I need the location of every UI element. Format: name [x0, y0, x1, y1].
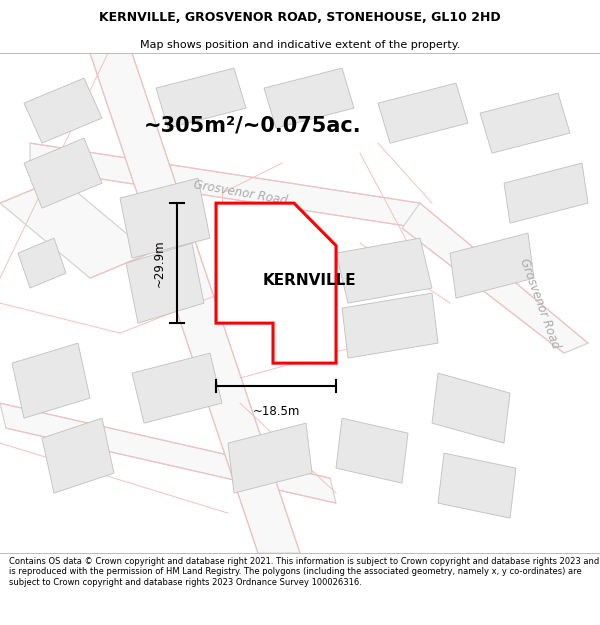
Polygon shape — [0, 403, 336, 503]
Polygon shape — [402, 203, 588, 353]
Polygon shape — [504, 163, 588, 223]
Polygon shape — [126, 243, 204, 323]
Polygon shape — [336, 238, 432, 303]
Polygon shape — [264, 68, 354, 128]
Polygon shape — [18, 238, 66, 288]
Polygon shape — [24, 138, 102, 208]
Polygon shape — [12, 343, 90, 418]
Polygon shape — [378, 83, 468, 143]
Polygon shape — [132, 353, 222, 423]
Text: Contains OS data © Crown copyright and database right 2021. This information is : Contains OS data © Crown copyright and d… — [9, 557, 599, 586]
Polygon shape — [0, 178, 150, 278]
Polygon shape — [228, 423, 312, 493]
Text: KERNVILLE: KERNVILLE — [262, 273, 356, 288]
Polygon shape — [432, 373, 510, 443]
Polygon shape — [24, 78, 102, 143]
Polygon shape — [120, 178, 210, 258]
Polygon shape — [336, 418, 408, 483]
Text: KERNVILLE, GROSVENOR ROAD, STONEHOUSE, GL10 2HD: KERNVILLE, GROSVENOR ROAD, STONEHOUSE, G… — [99, 11, 501, 24]
Polygon shape — [450, 233, 534, 298]
Polygon shape — [30, 143, 420, 228]
Polygon shape — [156, 68, 246, 128]
Text: Grosvenor Road: Grosvenor Road — [192, 179, 288, 208]
Polygon shape — [42, 418, 114, 493]
Text: ~305m²/~0.075ac.: ~305m²/~0.075ac. — [144, 116, 362, 136]
Polygon shape — [438, 453, 516, 518]
Polygon shape — [216, 203, 336, 363]
Polygon shape — [90, 53, 300, 553]
Polygon shape — [342, 293, 438, 358]
Polygon shape — [480, 93, 570, 153]
Text: ~29.9m: ~29.9m — [153, 239, 166, 287]
Text: Map shows position and indicative extent of the property.: Map shows position and indicative extent… — [140, 40, 460, 50]
Text: ~18.5m: ~18.5m — [253, 404, 299, 418]
Text: Grosvenor Road: Grosvenor Road — [518, 256, 562, 350]
